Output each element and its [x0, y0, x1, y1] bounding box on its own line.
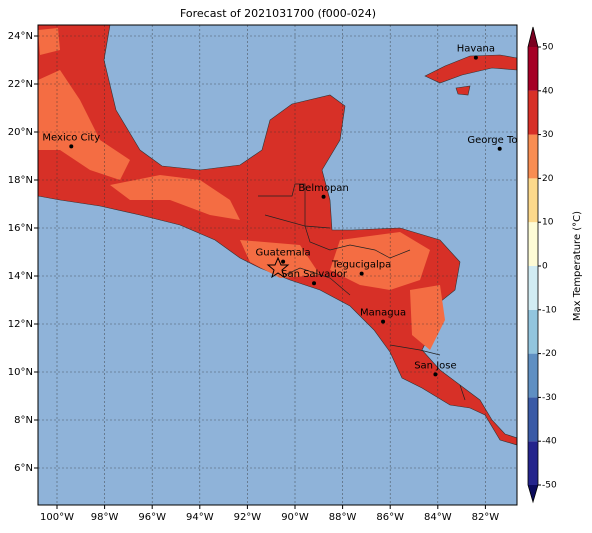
colorbar-over: [528, 27, 538, 47]
x-tick-label: 84°W: [424, 512, 452, 523]
colorbar-segment: [528, 441, 538, 485]
colorbar-tick-label: 0: [542, 262, 548, 272]
colorbar: -50 -40 -30 -20 -10 0 10 20 30 40 50: [527, 26, 557, 504]
axes: 100°W 98°W 96°W 94°W 92°W 90°W 88°W 86°W 84°W 82°…: [8, 31, 500, 523]
city-label: San Jose: [414, 360, 456, 371]
colorbar-tick-label: -50: [542, 481, 557, 491]
colorbar-segment: [528, 47, 538, 91]
colorbar-label: Max Temperature (°C): [572, 211, 583, 321]
y-tick-label: 22°N: [8, 79, 33, 90]
y-tick-label: 16°N: [8, 223, 33, 234]
capital-star: [266, 256, 290, 279]
cities: Mexico City Havana George Town Belmopan Guat…: [42, 44, 532, 377]
city-dot: [359, 271, 364, 276]
colorbar-segment: [528, 222, 538, 266]
y-tick-label: 18°N: [8, 175, 33, 186]
y-tick-label: 24°N: [8, 31, 33, 42]
colorbar-tick-label: -10: [542, 305, 557, 315]
y-tick-label: 14°N: [8, 271, 33, 282]
borders: [258, 183, 466, 401]
city-dot: [321, 194, 326, 199]
city-label: Guatemala: [256, 248, 311, 259]
x-tick-label: 82°W: [472, 512, 500, 523]
colorbar-tick-label: -20: [542, 349, 557, 359]
city-dot: [473, 55, 478, 60]
colorbar-segment: [528, 309, 538, 354]
city-label: George Town: [467, 135, 532, 146]
city-dot: [281, 259, 286, 264]
y-tick-label: 8°N: [14, 415, 33, 426]
colorbar-tick-label: -40: [542, 437, 557, 447]
x-tick-label: 90°W: [281, 512, 309, 523]
x-tick-label: 100°W: [40, 512, 74, 523]
x-tick-label: 94°W: [186, 512, 214, 523]
gridlines: [38, 25, 517, 505]
map-frame: [37, 24, 518, 506]
y-tick-label: 20°N: [8, 127, 33, 138]
city-label: Mexico City: [42, 132, 100, 143]
x-tick-label: 92°W: [234, 512, 262, 523]
colorbar-tick-label: 30: [542, 130, 554, 140]
city-label: Tegucigalpa: [331, 260, 391, 271]
city-dot: [433, 372, 438, 377]
colorbar-tick-label: -30: [542, 393, 557, 403]
island: [455, 85, 471, 96]
city-label: Managua: [360, 308, 406, 319]
y-tick-label: 10°N: [8, 367, 33, 378]
title: Forecast of 2021031700 (f000-024): [180, 7, 376, 20]
colorbar-segment: [528, 134, 538, 179]
x-tick-label: 88°W: [329, 512, 357, 523]
x-tick-label: 96°W: [138, 512, 166, 523]
city-dot: [312, 281, 317, 286]
colorbar-segment: [528, 90, 538, 135]
colorbar-tick-label: 10: [542, 218, 554, 228]
city-dot: [497, 146, 502, 151]
colorbar-segment: [528, 353, 538, 398]
colorbar-under: [528, 485, 538, 502]
city-dot: [69, 144, 74, 149]
x-tick-label: 98°W: [91, 512, 119, 523]
colorbar-tick-label: 40: [542, 86, 554, 96]
colorbar-tick-label: 50: [542, 43, 554, 53]
y-tick-label: 12°N: [8, 319, 33, 330]
city-label: Havana: [457, 44, 495, 55]
x-tick-label: 86°W: [376, 512, 404, 523]
cuba: [424, 54, 517, 84]
colorbar-segment: [528, 397, 538, 442]
colorbar-tick-label: 20: [542, 174, 554, 184]
colorbar-segment: [528, 266, 538, 310]
city-dot: [381, 319, 386, 324]
city-label: San Salvador: [281, 269, 348, 280]
warm-patches: [38, 28, 445, 350]
map-area: Mexico City Havana George Town Belmopan Guat…: [38, 25, 532, 505]
y-tick-label: 6°N: [14, 463, 33, 474]
colorbar-segment: [528, 178, 538, 223]
city-label: Belmopan: [298, 183, 348, 194]
